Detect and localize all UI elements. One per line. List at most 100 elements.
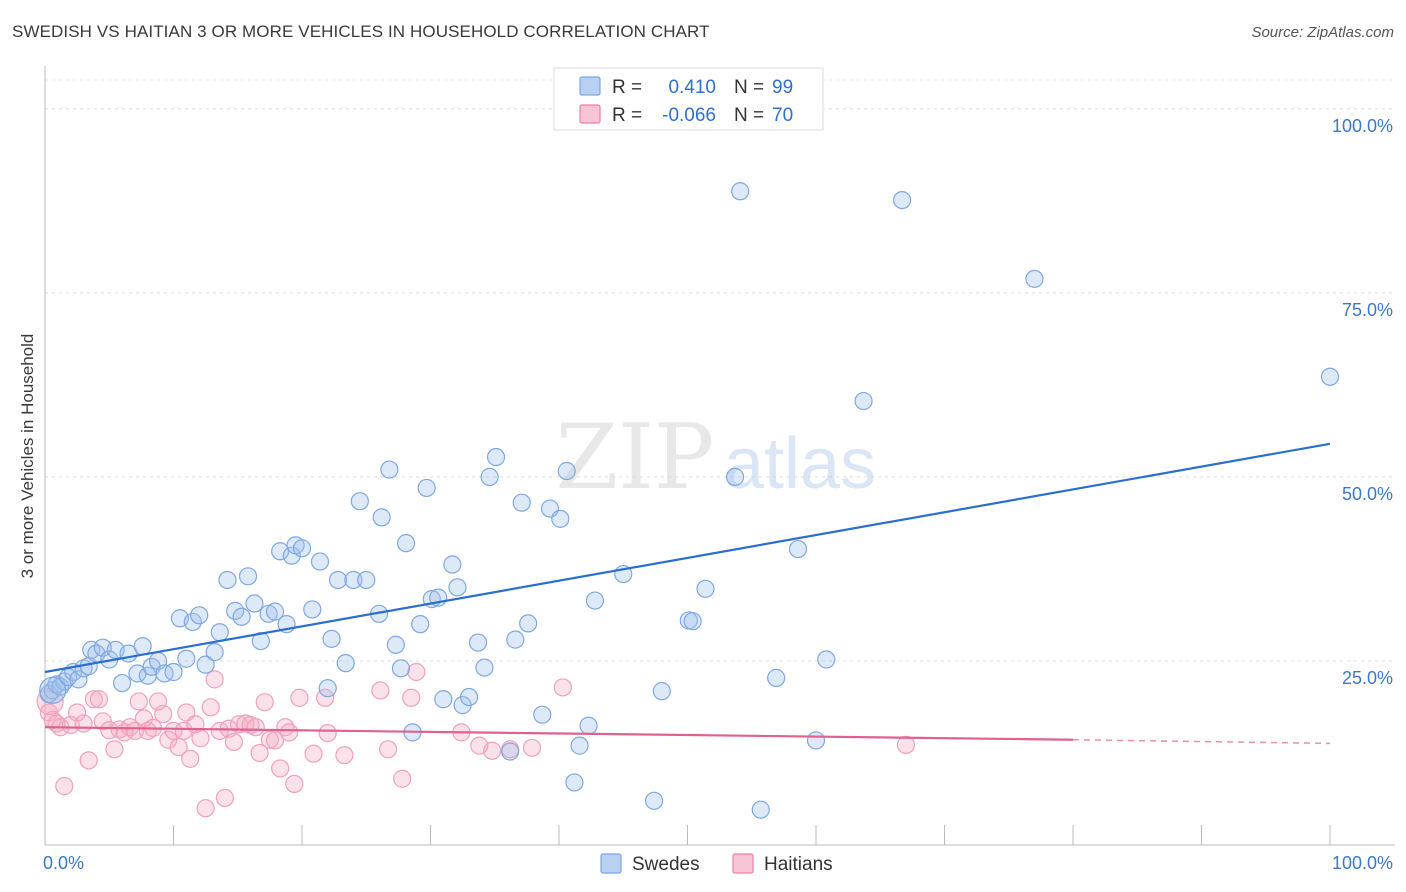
- y-tick-label: 75.0%: [1342, 300, 1393, 320]
- swedes-point: [817, 650, 836, 669]
- y-tick-label: 100.0%: [1332, 116, 1393, 136]
- axes: [44, 66, 1395, 846]
- haitians-point: [246, 718, 265, 737]
- swedes-point: [644, 791, 664, 810]
- swedes-point: [196, 655, 215, 674]
- swedes-point: [1320, 367, 1340, 386]
- y-tick-label: 50.0%: [1342, 484, 1393, 504]
- swedes-point: [39, 676, 67, 705]
- legend-swatch: [579, 104, 601, 124]
- swedes-point: [788, 539, 808, 559]
- haitians-point: [159, 730, 178, 749]
- swedes-point: [459, 687, 479, 707]
- swedes-point: [155, 664, 174, 683]
- haitians-point: [205, 670, 224, 689]
- swedes-point: [533, 705, 552, 724]
- swedes-point: [205, 643, 224, 662]
- legend-swatch-swedes: [600, 853, 622, 874]
- haitians-point: [553, 678, 572, 697]
- legend-swatch: [579, 76, 601, 96]
- haitians-point: [402, 688, 421, 707]
- swedes-point: [565, 773, 584, 792]
- haitians-point: [169, 737, 188, 757]
- haitians-point: [896, 735, 916, 754]
- haitians-points: [36, 662, 916, 818]
- swedes-point: [506, 630, 525, 649]
- tick-labels: 25.0% 50.0% 75.0% 100.0% 0.0% 100.0%: [43, 116, 1393, 873]
- haitians-trend-extension: [1072, 738, 1331, 745]
- legend-r-label: R =: [612, 105, 642, 126]
- haitians-point: [215, 788, 234, 807]
- swedes-point: [434, 690, 453, 709]
- haitians-point: [89, 690, 109, 709]
- haitians-point: [74, 714, 93, 733]
- haitians-trend-line: [44, 726, 1074, 741]
- swedes-point: [448, 578, 467, 597]
- haitians-point: [271, 759, 290, 778]
- source-label: Source: ZipAtlas.com: [1251, 24, 1394, 41]
- swedes-point: [282, 546, 301, 565]
- swedes-point: [767, 668, 786, 687]
- swedes-point: [396, 534, 416, 553]
- swedes-point: [164, 662, 183, 682]
- swedes-point: [892, 190, 912, 210]
- legend-n-label: N =: [734, 77, 764, 98]
- legend-r-value: 0.410: [668, 77, 716, 98]
- swedes-point: [238, 567, 258, 586]
- swedes-point: [357, 570, 376, 590]
- swedes-point: [411, 615, 430, 634]
- swedes-point: [731, 182, 750, 201]
- legend-r-value: -0.066: [662, 105, 716, 126]
- legend-label-swedes: Swedes: [632, 854, 700, 875]
- swedes-point: [468, 633, 488, 652]
- x-tick-label: 100.0%: [1332, 853, 1393, 873]
- swedes-point: [386, 635, 405, 654]
- swedes-point: [806, 731, 826, 750]
- swedes-point: [190, 606, 209, 625]
- swedes-point: [372, 508, 391, 527]
- legend-stats: R = 0.410 N = 99 R = -0.066 N = 70: [553, 67, 824, 131]
- haitians-point: [79, 751, 98, 770]
- swedes-point: [683, 612, 702, 631]
- swedes-point: [133, 637, 152, 656]
- swedes-point: [696, 579, 715, 598]
- swedes-point: [232, 607, 251, 626]
- swedes-point: [112, 673, 132, 693]
- swedes-point: [183, 612, 202, 632]
- legend-series: Swedes Haitians: [600, 853, 833, 875]
- swedes-point: [579, 716, 598, 735]
- haitians-point: [68, 703, 87, 722]
- haitians-point: [100, 721, 119, 740]
- swedes-point: [652, 682, 671, 701]
- haitians-point: [138, 721, 157, 740]
- haitians-point: [105, 740, 124, 759]
- swedes-point: [391, 659, 411, 678]
- haitians-point: [174, 721, 193, 740]
- legend-n-value: 70: [772, 105, 793, 126]
- swedes-point: [303, 600, 322, 619]
- swedes-point: [725, 467, 745, 487]
- haitians-point: [181, 749, 200, 768]
- swedes-point: [245, 594, 264, 613]
- swedes-point: [218, 570, 237, 590]
- haitians-point: [378, 740, 398, 759]
- swedes-point: [551, 509, 570, 528]
- swedes-point: [344, 570, 363, 590]
- haitians-point: [318, 723, 337, 743]
- swedes-point: [292, 539, 312, 558]
- watermark-zip: ZIP: [556, 405, 715, 510]
- haitians-point: [285, 774, 304, 793]
- swedes-trend-line: [44, 442, 1331, 674]
- swedes-point: [475, 658, 494, 677]
- haitians-point: [224, 732, 243, 752]
- swedes-point: [310, 552, 330, 571]
- swedes-point: [336, 654, 355, 673]
- swedes-point: [557, 461, 576, 481]
- swedes-point: [443, 555, 462, 574]
- haitians-point: [483, 741, 502, 760]
- swedes-point: [751, 800, 770, 819]
- swedes-point: [480, 467, 499, 487]
- swedes-point: [486, 447, 506, 467]
- swedes-point: [210, 623, 229, 642]
- legend-label-haitians: Haitians: [764, 854, 833, 875]
